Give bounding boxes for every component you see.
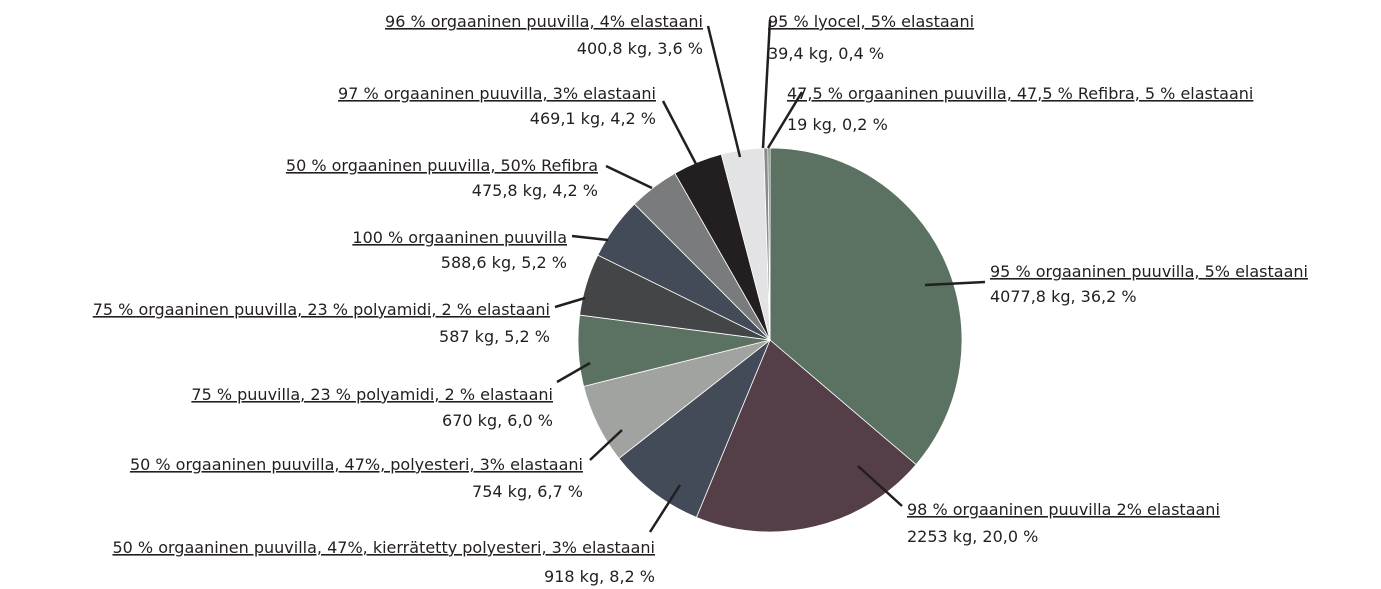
pie-slice <box>695 339 917 533</box>
slice-label: 98 % orgaaninen puuvilla 2% elastaani <box>907 500 1220 519</box>
value-label: 670 kg, 6,0 % <box>442 411 553 430</box>
leader-line <box>554 296 586 309</box>
value-label: 918 kg, 8,2 % <box>544 567 655 586</box>
pie-slice <box>769 147 963 466</box>
slice-label: 97 % orgaaninen puuvilla, 3% elastaani <box>338 84 656 103</box>
value-label: 39,4 kg, 0,4 % <box>768 44 884 63</box>
slice-label: 50 % orgaaninen puuvilla, 50% Refibra <box>286 156 598 175</box>
leader-line <box>589 429 623 461</box>
leader-line <box>706 25 742 158</box>
leader-line <box>766 91 804 149</box>
leader-line <box>571 234 609 242</box>
value-label: 588,6 kg, 5,2 % <box>441 253 567 272</box>
leader-line <box>761 19 772 149</box>
slice-label: 75 % orgaaninen puuvilla, 23 % polyamidi… <box>93 300 550 319</box>
value-label: 2253 kg, 20,0 % <box>907 527 1038 546</box>
leader-line <box>605 164 653 190</box>
value-label: 587 kg, 5,2 % <box>439 327 550 346</box>
slice-label: 96 % orgaaninen puuvilla, 4% elastaani <box>385 12 703 31</box>
value-label: 19 kg, 0,2 % <box>787 115 888 134</box>
slice-label: 75 % puuvilla, 23 % polyamidi, 2 % elast… <box>191 385 553 404</box>
leader-line <box>661 100 698 165</box>
slice-label: 47,5 % orgaaninen puuvilla, 47,5 % Refib… <box>787 84 1253 103</box>
leader-line <box>857 465 903 507</box>
value-label: 475,8 kg, 4,2 % <box>472 181 598 200</box>
value-label: 4077,8 kg, 36,2 % <box>990 287 1137 306</box>
leader-line <box>556 361 591 384</box>
slice-label: 95 % lyocel, 5% elastaani <box>768 12 974 31</box>
slice-label: 100 % orgaaninen puuvilla <box>352 228 567 247</box>
value-label: 754 kg, 6,7 % <box>472 482 583 501</box>
pie-slice <box>618 338 771 518</box>
slice-label: 50 % orgaaninen puuvilla, 47%, kierrätet… <box>112 538 655 557</box>
slice-label: 95 % orgaaninen puuvilla, 5% elastaani <box>990 262 1308 281</box>
leader-line <box>924 280 986 287</box>
value-label: 400,8 kg, 3,6 % <box>577 39 703 58</box>
leader-line <box>648 484 682 533</box>
slice-label: 50 % orgaaninen puuvilla, 47%, polyester… <box>130 455 583 474</box>
value-label: 469,1 kg, 4,2 % <box>530 109 656 128</box>
